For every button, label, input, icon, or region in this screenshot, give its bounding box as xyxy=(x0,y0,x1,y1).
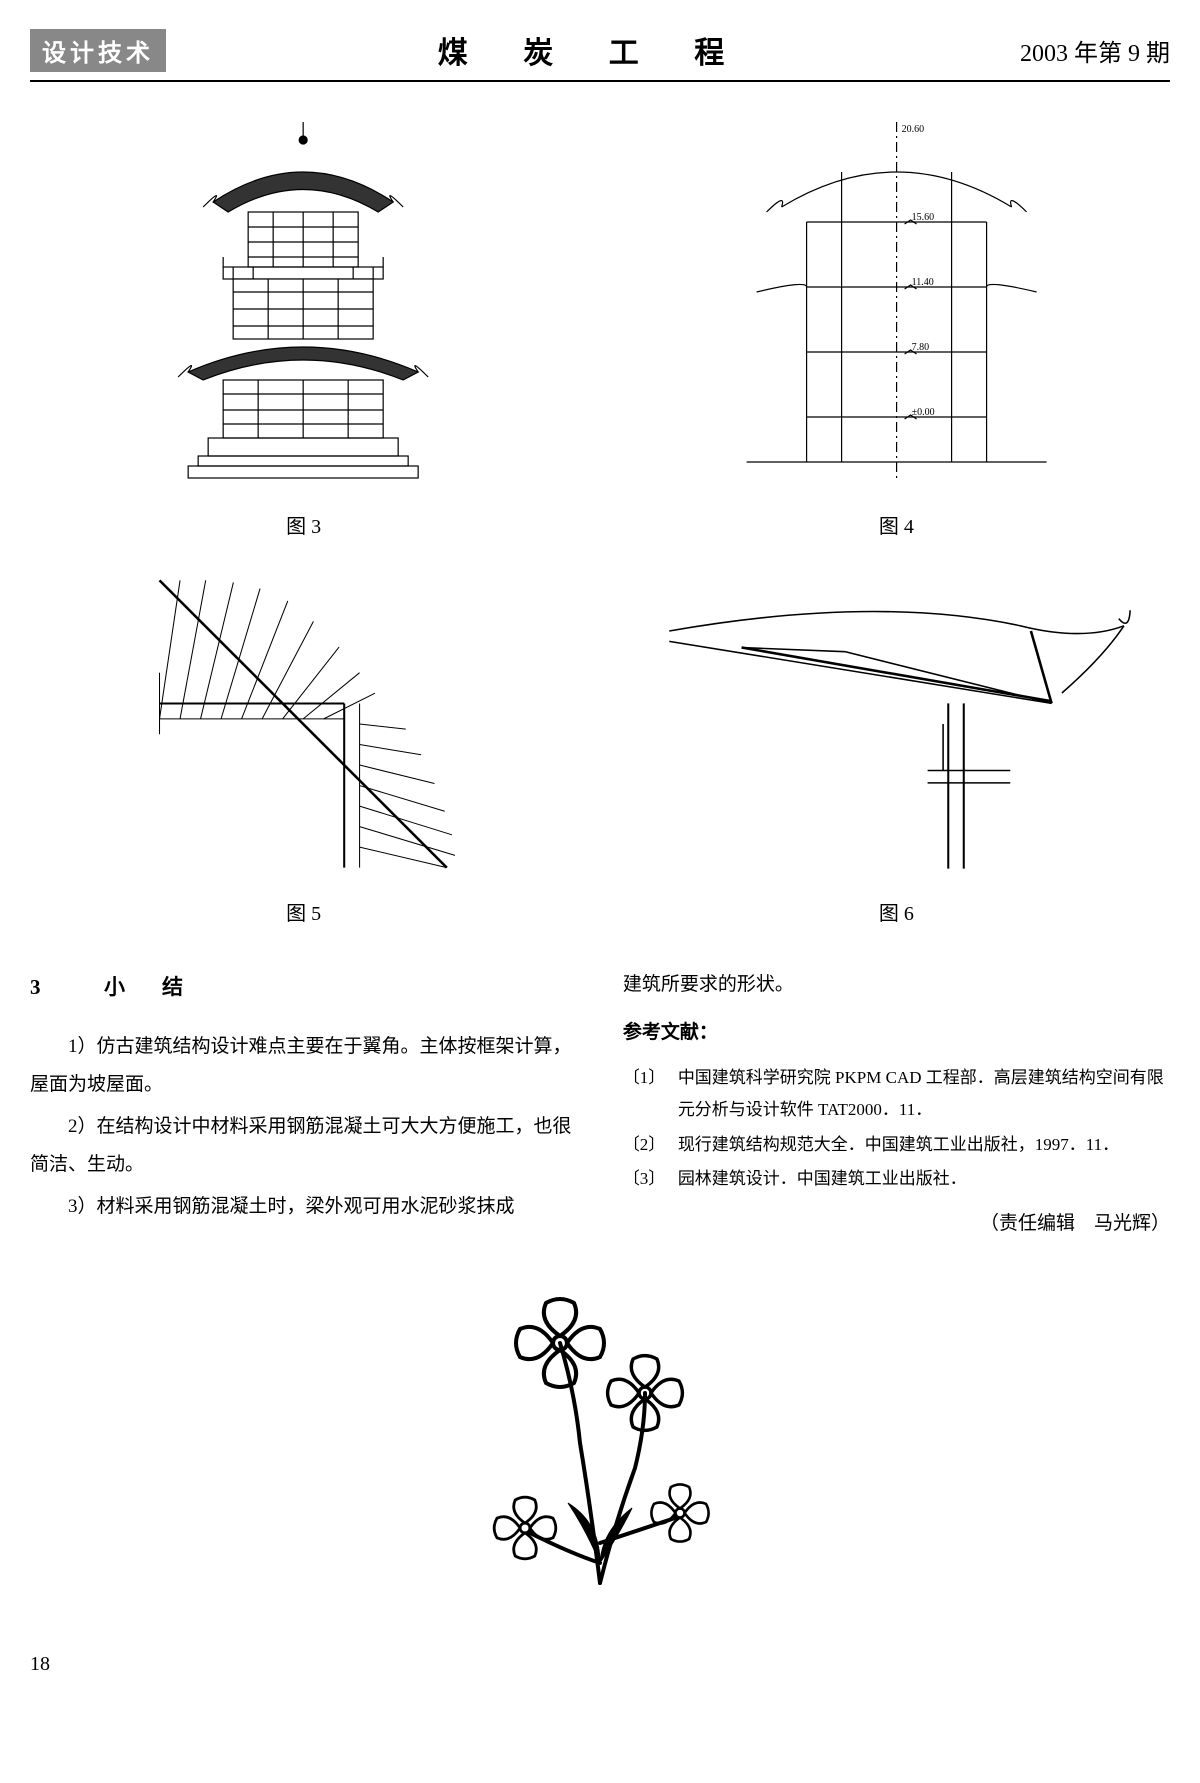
reference-num: 〔3〕 xyxy=(623,1163,678,1195)
para-1: 1）仿古建筑结构设计难点主要在于翼角。主体按框架计算，屋面为坡屋面。 xyxy=(30,1028,577,1104)
pagoda-section-icon: 20.60 15.60 11.40 7.80 ±0.00 xyxy=(623,112,1170,492)
flower-ornament-icon xyxy=(470,1273,730,1593)
reference-item: 〔3〕 园林建筑设计．中国建筑工业出版社． xyxy=(623,1163,1170,1195)
reference-item: 〔1〕 中国建筑科学研究院 PKPM CAD 工程部．高层建筑结构空间有限元分析… xyxy=(623,1062,1170,1127)
figure-4-image: 20.60 15.60 11.40 7.80 ±0.00 xyxy=(623,112,1170,492)
figure-3-caption: 图 3 xyxy=(286,510,321,539)
fig4-label-1: 15.60 xyxy=(911,212,934,223)
reference-num: 〔1〕 xyxy=(623,1062,678,1127)
reference-item: 〔2〕 现行建筑结构规范大全．中国建筑工业出版社，1997．11． xyxy=(623,1129,1170,1161)
journal-title: 煤 炭 工 程 xyxy=(438,28,749,72)
figure-row-2: 图 5 xyxy=(30,569,1170,926)
figure-3-image xyxy=(139,112,467,492)
para-3: 3）材料采用钢筋混凝土时，梁外观可用水泥砂浆抹成 xyxy=(30,1188,577,1226)
page-header: 设计技术 煤 炭 工 程 2003 年第 9 期 xyxy=(30,20,1170,82)
editor-line: （责任编辑 马光辉） xyxy=(623,1205,1170,1243)
figure-5-block: 图 5 xyxy=(30,569,577,926)
reference-text: 中国建筑科学研究院 PKPM CAD 工程部．高层建筑结构空间有限元分析与设计软… xyxy=(678,1062,1170,1127)
header-section-label: 设计技术 xyxy=(30,29,166,72)
reference-num: 〔2〕 xyxy=(623,1129,678,1161)
reference-text: 园林建筑设计．中国建筑工业出版社． xyxy=(678,1163,1170,1195)
corner-rafter-plan-icon xyxy=(139,569,467,879)
references-heading: 参考文献： xyxy=(623,1014,1170,1052)
continued-line: 建筑所要求的形状。 xyxy=(623,966,1170,1004)
text-two-column: 3 小 结 1）仿古建筑结构设计难点主要在于翼角。主体按框架计算，屋面为坡屋面。… xyxy=(30,966,1170,1243)
decorative-ornament xyxy=(30,1273,1170,1593)
figure-4-caption: 图 4 xyxy=(879,510,914,539)
figure-6-image xyxy=(623,569,1170,879)
section-title: 小 结 xyxy=(104,975,191,999)
fig4-label-4: ±0.00 xyxy=(911,407,934,418)
figure-6-block: 图 6 xyxy=(623,569,1170,926)
reference-text: 现行建筑结构规范大全．中国建筑工业出版社，1997．11． xyxy=(678,1129,1170,1161)
figure-5-caption: 图 5 xyxy=(286,897,321,926)
right-text-column: 建筑所要求的形状。 参考文献： 〔1〕 中国建筑科学研究院 PKPM CAD 工… xyxy=(623,966,1170,1243)
left-text-column: 3 小 结 1）仿古建筑结构设计难点主要在于翼角。主体按框架计算，屋面为坡屋面。… xyxy=(30,966,577,1243)
fig4-label-2: 11.40 xyxy=(911,277,933,288)
section-number: 3 xyxy=(30,975,49,999)
figure-3-block: 图 3 xyxy=(30,112,577,539)
para-2: 2）在结构设计中材料采用钢筋混凝土可大大方便施工，也很简洁、生动。 xyxy=(30,1108,577,1184)
section-heading: 3 小 结 xyxy=(30,966,577,1008)
eave-detail-icon xyxy=(623,569,1170,879)
figure-6-caption: 图 6 xyxy=(879,897,914,926)
pagoda-elevation-icon xyxy=(139,112,467,492)
figure-row-1: 图 3 20.60 15.60 11.40 xyxy=(30,112,1170,539)
figure-4-block: 20.60 15.60 11.40 7.80 ±0.00 图 4 xyxy=(623,112,1170,539)
issue-label: 2003 年第 9 期 xyxy=(1020,33,1170,68)
fig4-label-top: 20.60 xyxy=(901,124,924,135)
page-number: 18 xyxy=(30,1653,1170,1676)
fig4-label-3: 7.80 xyxy=(911,342,929,353)
figure-5-image xyxy=(139,569,467,879)
